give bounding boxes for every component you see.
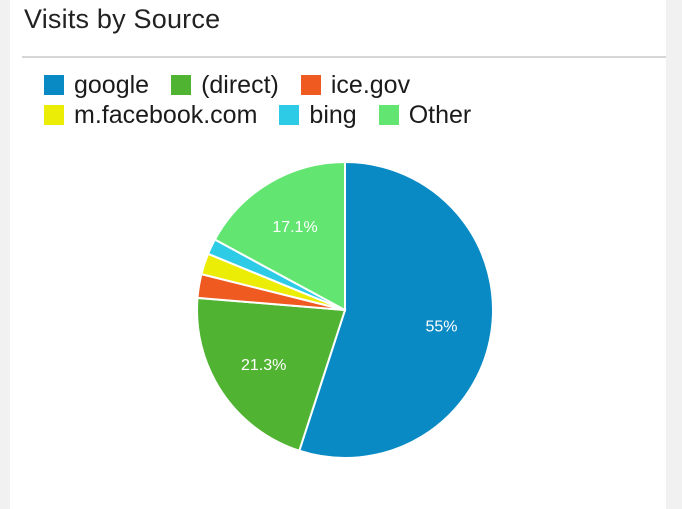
pie-data-label: 21.3% bbox=[241, 357, 286, 374]
pie-slice-google[interactable] bbox=[298, 160, 494, 459]
legend-item-bing[interactable]: bing bbox=[279, 100, 357, 130]
legend-swatch-google bbox=[44, 75, 64, 95]
legend-row: google (direct) ice.gov bbox=[44, 70, 644, 100]
legend-item-direct[interactable]: (direct) bbox=[171, 71, 279, 100]
legend-item-other[interactable]: Other bbox=[378, 100, 472, 130]
legend-item-m-facebook[interactable]: m.facebook.com bbox=[44, 101, 257, 130]
legend-row: m.facebook.com bing Other bbox=[44, 100, 644, 130]
legend-swatch-m-facebook bbox=[44, 105, 64, 125]
legend-swatch-bing bbox=[279, 105, 300, 125]
legend-swatch-ice-gov bbox=[300, 75, 321, 95]
pie-slice-direct[interactable] bbox=[196, 296, 347, 453]
pie-data-label: 17.1% bbox=[272, 219, 317, 236]
legend-label-direct: (direct) bbox=[201, 70, 279, 99]
legend-item-google[interactable]: google bbox=[44, 71, 149, 100]
title-divider bbox=[22, 56, 666, 58]
pie-slice-other[interactable] bbox=[213, 160, 346, 312]
legend-label-google: google bbox=[74, 70, 150, 99]
legend-label-m-facebook: m.facebook.com bbox=[74, 100, 258, 129]
chart-title: Visits by Source bbox=[24, 4, 221, 34]
legend-item-ice-gov[interactable]: ice.gov bbox=[300, 70, 411, 100]
pie-data-label: 55% bbox=[425, 318, 457, 335]
legend-swatch-direct bbox=[171, 75, 192, 95]
legend-label-other: Other bbox=[408, 100, 472, 129]
legend-label-ice-gov: ice.gov bbox=[330, 70, 411, 99]
legend-label-bing: bing bbox=[309, 100, 357, 129]
chart-legend: google (direct) ice.gov m.facebook.com b… bbox=[44, 70, 644, 130]
legend-swatch-other bbox=[378, 105, 399, 125]
